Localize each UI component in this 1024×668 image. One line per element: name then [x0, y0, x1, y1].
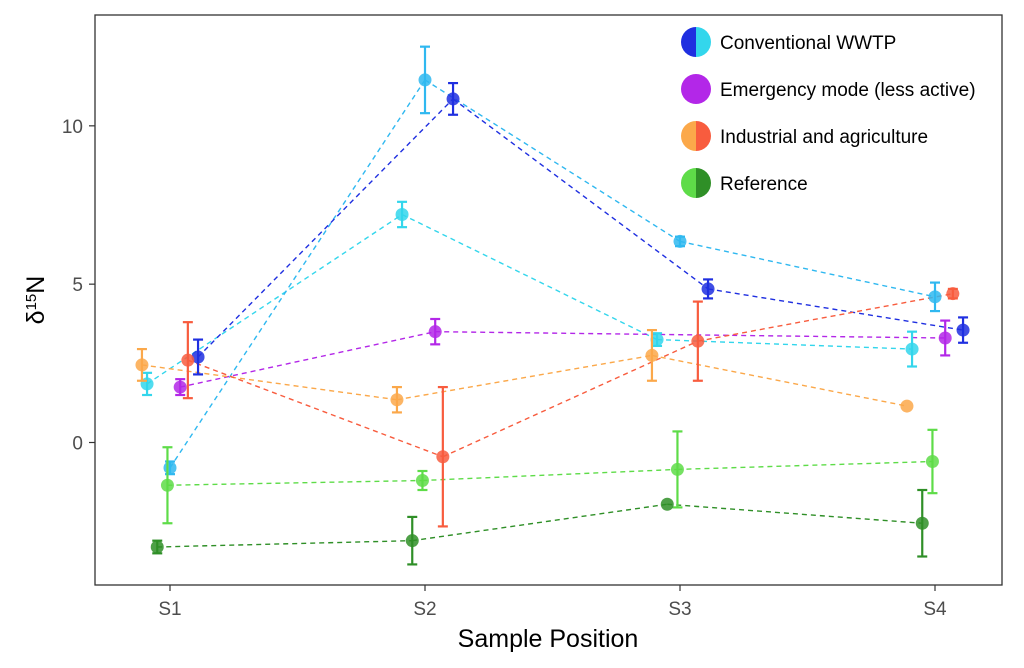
y-tick-label: 0 [72, 434, 83, 455]
legend-swatch-left [681, 74, 696, 104]
legend-swatch-left [681, 27, 696, 57]
y-axis-title-superscript: 15 [23, 294, 40, 311]
data-point [946, 287, 960, 301]
data-point [905, 342, 919, 356]
data-point [928, 290, 942, 304]
data-point [428, 325, 442, 339]
series-connector-line [707, 288, 964, 331]
x-tick-label: S3 [668, 599, 691, 620]
legend-swatch-right [696, 168, 711, 198]
x-tick-label: S2 [413, 599, 436, 620]
series-connector-line [197, 98, 454, 358]
series-connector-line [442, 340, 699, 458]
data-point [938, 331, 952, 345]
legend-swatch-right [696, 74, 711, 104]
series-connector-line [180, 330, 436, 388]
data-point [181, 353, 195, 367]
x-tick-label: S4 [923, 599, 947, 620]
legend-item: Reference [681, 168, 808, 198]
series-connector-line [141, 364, 398, 401]
x-axis-title: Sample Position [458, 625, 639, 653]
legend-swatch-left [681, 168, 696, 198]
series-connector-line [452, 98, 709, 290]
series-connector-line [677, 460, 933, 471]
data-point [660, 497, 674, 511]
legend-item: Industrial and agriculture [681, 121, 928, 151]
legend-label: Conventional WWTP [720, 33, 896, 54]
data-point [191, 350, 205, 364]
data-point [645, 348, 659, 362]
legend-swatch-right [696, 27, 711, 57]
data-point [395, 208, 409, 221]
data-point [670, 462, 684, 476]
legend-item: Conventional WWTP [681, 27, 896, 57]
series-connector-line [412, 503, 668, 542]
data-point [925, 455, 939, 468]
series-connector-line [396, 354, 653, 401]
y-tick-label: 10 [62, 117, 83, 138]
data-point [673, 234, 687, 248]
series-connector-line [187, 359, 444, 458]
series-connector-line [401, 213, 658, 341]
data-point [915, 516, 929, 530]
data-point [173, 380, 187, 394]
data-point [446, 92, 460, 106]
plot-panel [94, 14, 1003, 586]
series-connector-line [679, 240, 936, 298]
legend-label: Industrial and agriculture [720, 127, 928, 148]
data-point [650, 333, 664, 347]
data-point [418, 73, 432, 87]
data-point [436, 450, 450, 464]
series-connector-line [157, 539, 413, 548]
series-connector-line [651, 354, 908, 407]
series-connector-line [146, 213, 403, 385]
y-tick-label: 5 [72, 275, 83, 296]
data-point [701, 282, 715, 296]
data-point [415, 474, 429, 487]
data-point [135, 358, 149, 372]
data-point [956, 323, 970, 337]
legend-item: Emergency mode (less active) [681, 74, 976, 104]
legend-label: Reference [720, 174, 808, 195]
data-point [691, 334, 705, 348]
y-axis-title: δ15N [22, 276, 50, 325]
series-connector-line [697, 292, 953, 342]
data-point [900, 399, 914, 413]
legend-label: Emergency mode (less active) [720, 80, 976, 101]
data-point [405, 534, 419, 548]
x-tick-label: S1 [158, 599, 181, 620]
series-connector-line [667, 503, 923, 524]
data-point [163, 461, 177, 475]
data-point [390, 393, 404, 407]
legend-swatch-right [696, 121, 711, 151]
legend-swatch-left [681, 121, 696, 151]
data-point [150, 540, 164, 554]
series-connector-line [422, 468, 678, 482]
series-connector-line [657, 338, 913, 350]
data-point [160, 478, 174, 492]
series-connector-line [435, 330, 946, 339]
series-connector-line [167, 479, 423, 486]
